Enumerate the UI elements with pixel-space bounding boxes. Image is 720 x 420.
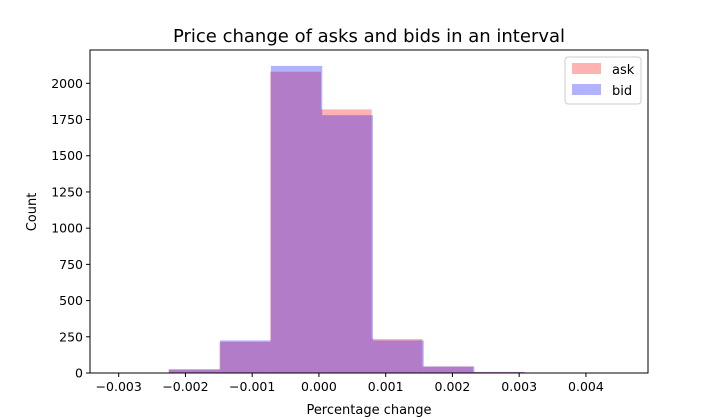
x-axis: −0.003 −0.002 −0.001 0.000 0.001 0.002 0.003 0.…	[96, 373, 604, 394]
x-tick-label-5: 0.002	[435, 379, 471, 394]
x-tick-label-7: 0.004	[568, 379, 604, 394]
bar-ask-5	[422, 366, 474, 373]
bar-ask-2	[270, 71, 321, 374]
legend-label-ask: ask	[612, 63, 635, 78]
y-tick-label-8: 2000	[51, 76, 83, 91]
bar-ask-0	[168, 369, 220, 373]
y-tick-label-2: 500	[59, 293, 83, 308]
bar-ask-4	[371, 338, 423, 373]
bar-bid-4	[373, 340, 424, 373]
plot-frame	[89, 49, 649, 374]
legend-swatch-ask	[572, 63, 601, 74]
bar-bid-3	[322, 115, 374, 373]
legend-box	[564, 56, 642, 105]
bar-ask-3	[320, 109, 372, 373]
chart-title: Price change of asks and bids in an inte…	[173, 26, 565, 47]
bars-layer	[168, 65, 576, 374]
x-tick-label-4: 0.001	[368, 379, 404, 394]
y-tick-label-5: 1250	[51, 184, 83, 199]
x-tick-label-0: −0.003	[96, 379, 142, 394]
bar-bid-1	[220, 340, 271, 373]
x-axis-label: Percentage change	[306, 403, 431, 418]
y-tick-label-6: 1500	[51, 148, 83, 163]
y-axis-label: Count	[25, 193, 40, 232]
y-axis: 0 250 500 750 1000 1250 1500 1750 2000	[51, 76, 90, 381]
legend-swatch-bid	[572, 84, 601, 95]
legend-label-bid: bid	[612, 84, 632, 99]
x-tick-label-6: 0.003	[501, 379, 537, 394]
y-tick-label-7: 1750	[51, 112, 83, 127]
legend: ask bid	[564, 56, 642, 105]
x-tick-label-2: −0.001	[229, 379, 275, 394]
y-tick-label-4: 1000	[51, 221, 83, 236]
y-tick-label-1: 250	[59, 329, 83, 344]
x-tick-label-1: −0.002	[162, 379, 208, 394]
bar-ask-1	[219, 341, 271, 373]
bar-bid-0	[168, 369, 221, 373]
y-tick-label-0: 0	[75, 366, 83, 381]
x-tick-label-3: 0.000	[301, 379, 337, 394]
bar-bid-2	[270, 65, 323, 373]
y-tick-label-3: 750	[59, 257, 83, 272]
bar-ask-6	[473, 371, 524, 373]
bar-bid-5	[423, 366, 475, 373]
